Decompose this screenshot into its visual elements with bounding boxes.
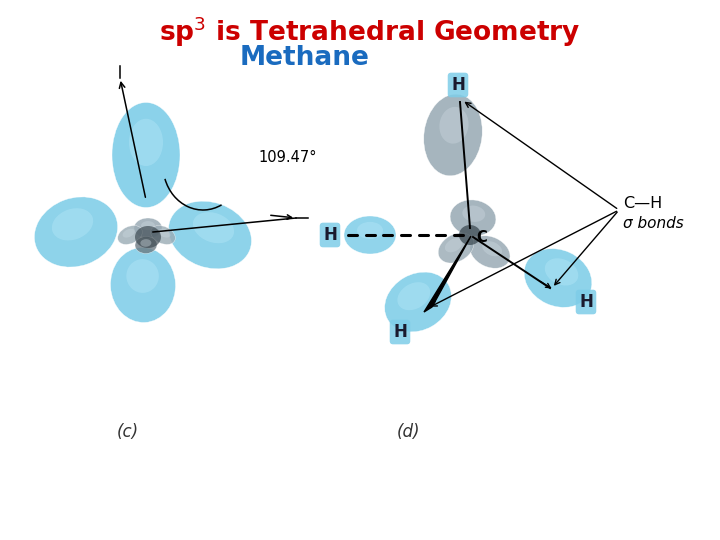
Text: (d): (d) [396, 423, 420, 441]
Ellipse shape [482, 241, 502, 256]
Ellipse shape [129, 119, 163, 166]
Ellipse shape [439, 107, 469, 144]
Ellipse shape [397, 282, 431, 310]
Ellipse shape [117, 226, 143, 245]
Ellipse shape [524, 248, 592, 307]
Text: sp$^3$ is Tetrahedral Geometry: sp$^3$ is Tetrahedral Geometry [159, 15, 581, 49]
Text: C—H: C—H [623, 197, 662, 212]
Ellipse shape [168, 201, 251, 269]
Ellipse shape [462, 206, 485, 222]
Ellipse shape [135, 226, 161, 248]
Ellipse shape [150, 226, 175, 245]
Ellipse shape [110, 247, 176, 322]
Ellipse shape [141, 221, 155, 230]
Text: H: H [451, 76, 465, 94]
Ellipse shape [357, 222, 383, 239]
Ellipse shape [126, 259, 159, 293]
Ellipse shape [135, 237, 157, 253]
Text: H: H [579, 293, 593, 311]
Text: (c): (c) [117, 423, 139, 441]
Ellipse shape [122, 229, 135, 238]
Ellipse shape [158, 229, 171, 238]
Ellipse shape [384, 272, 451, 332]
Text: 109.47°: 109.47° [258, 151, 317, 165]
Ellipse shape [52, 208, 93, 240]
Ellipse shape [450, 200, 496, 236]
Ellipse shape [193, 212, 234, 243]
Ellipse shape [445, 238, 462, 252]
Ellipse shape [112, 103, 180, 207]
Ellipse shape [140, 239, 151, 247]
Ellipse shape [134, 218, 162, 238]
Ellipse shape [344, 216, 396, 254]
Ellipse shape [438, 233, 474, 263]
Text: H: H [393, 323, 407, 341]
Ellipse shape [545, 258, 578, 286]
Polygon shape [424, 236, 471, 312]
Text: C: C [477, 230, 487, 245]
Text: H: H [323, 226, 337, 244]
Ellipse shape [35, 197, 117, 267]
Text: σ bonds: σ bonds [623, 215, 684, 231]
Ellipse shape [459, 225, 481, 245]
Text: Methane: Methane [240, 45, 370, 71]
Ellipse shape [470, 236, 510, 268]
Ellipse shape [424, 94, 482, 176]
